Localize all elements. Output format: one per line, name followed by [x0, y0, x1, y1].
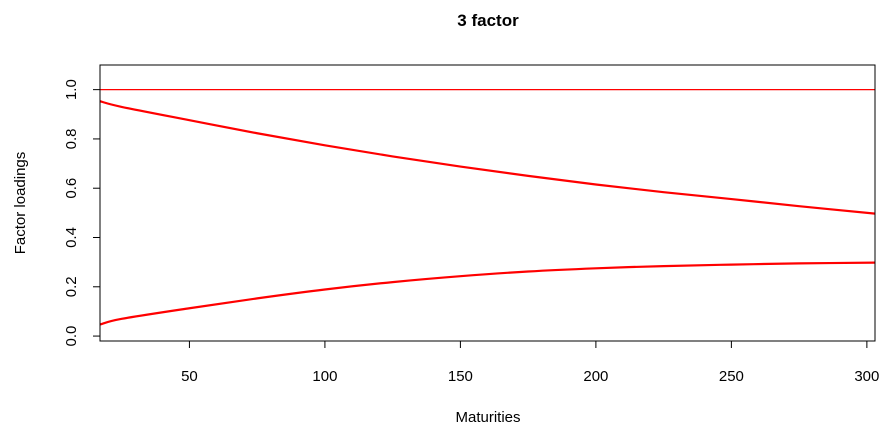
y-tick-label: 1.0	[63, 79, 80, 100]
y-axis-label: Factor loadings	[12, 152, 29, 255]
x-tick-label: 300	[854, 368, 879, 385]
series-line-2	[99, 100, 876, 215]
x-tick-label: 250	[719, 368, 744, 385]
y-tick-label: 0.0	[63, 326, 80, 347]
chart-title: 3 factor	[457, 11, 519, 30]
series-line-3	[99, 261, 876, 326]
x-tick-label: 150	[448, 368, 473, 385]
y-tick-label: 0.8	[63, 129, 80, 150]
y-tick-label: 0.4	[63, 227, 80, 248]
y-axis: 0.0 0.2 0.4 0.6 0.8 1.0	[63, 79, 101, 347]
x-tick-label: 200	[583, 368, 608, 385]
y-tick-label: 0.6	[63, 178, 80, 199]
plot-lines	[99, 89, 876, 326]
x-axis-label: Maturities	[455, 409, 520, 426]
x-tick-label: 100	[312, 368, 337, 385]
x-axis: 50 100 150 200 250 300	[181, 340, 879, 385]
y-tick-label: 0.2	[63, 276, 80, 297]
x-tick-label: 50	[181, 368, 198, 385]
